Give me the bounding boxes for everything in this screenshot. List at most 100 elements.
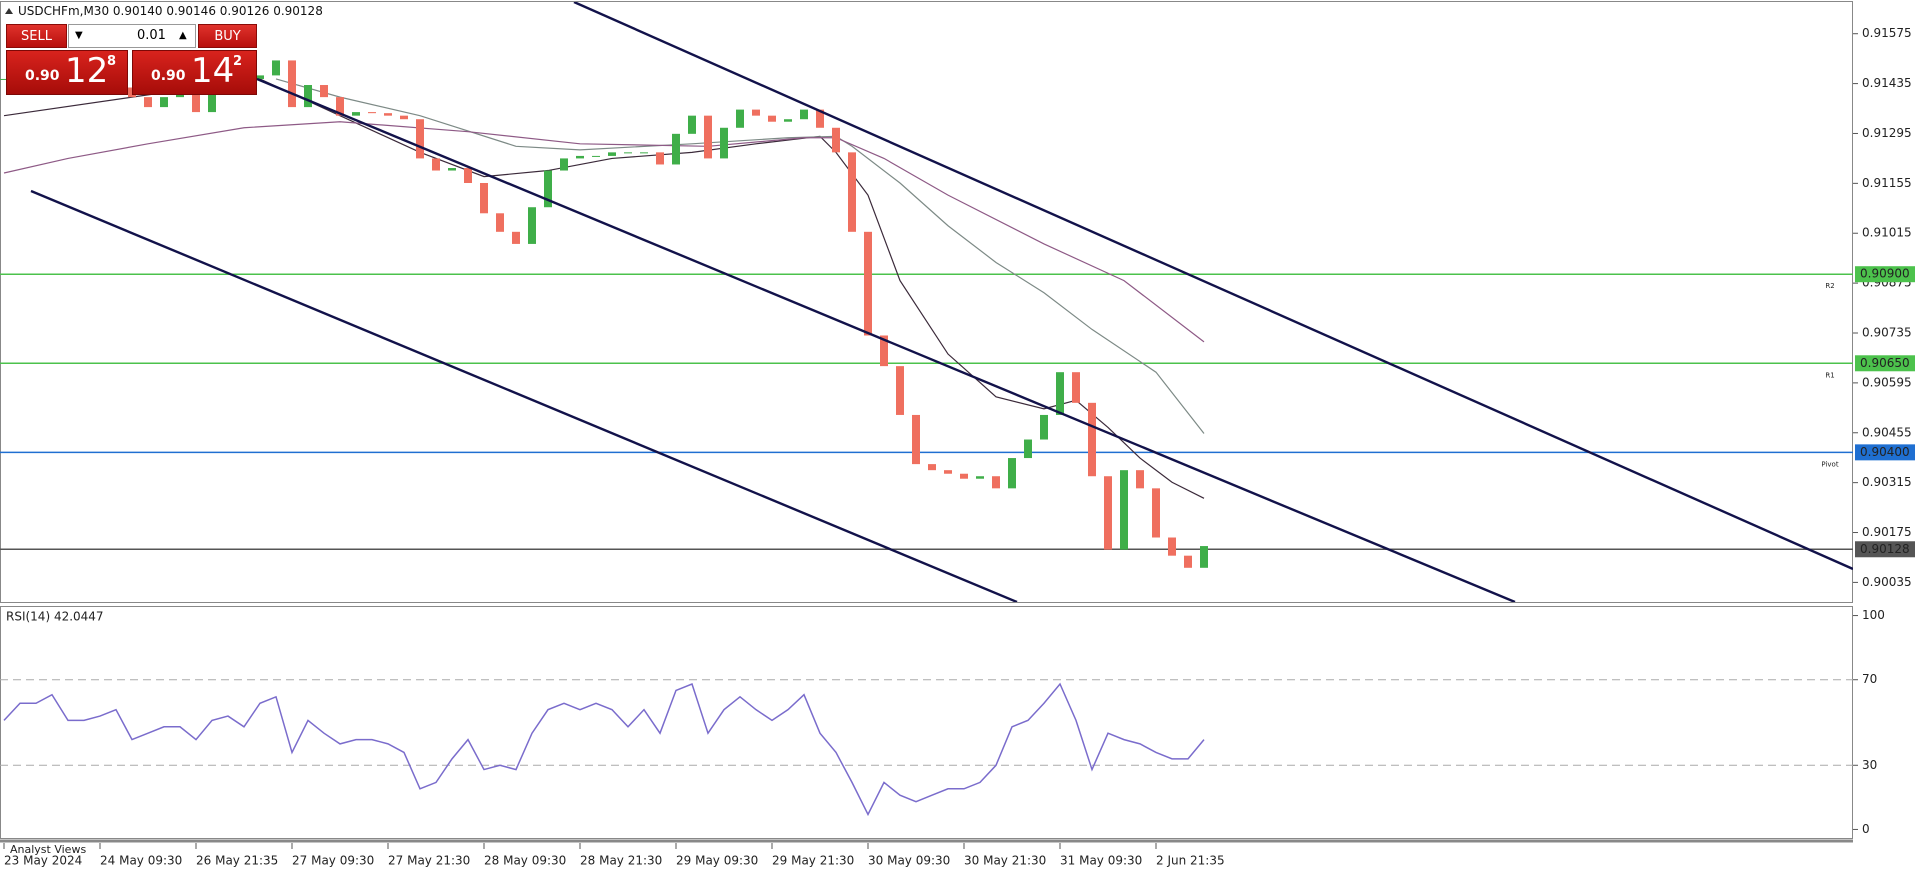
level-badge-label: 0.90128 bbox=[1860, 542, 1910, 556]
y-tick-label: 70 bbox=[1862, 672, 1877, 686]
lot-input[interactable]: ▼ 0.01 ▲ bbox=[68, 24, 196, 48]
rsi-line bbox=[3, 682, 1205, 817]
level-name: Pivot bbox=[1821, 460, 1838, 468]
x-tick-label: 28 May 09:30 bbox=[484, 854, 566, 868]
candle bbox=[448, 168, 456, 171]
candle bbox=[928, 464, 936, 471]
candle bbox=[1120, 470, 1128, 550]
candle bbox=[256, 75, 264, 79]
y-tick-label: 0.90175 bbox=[1862, 525, 1912, 539]
candle bbox=[1072, 372, 1080, 403]
candle bbox=[656, 152, 664, 165]
y-tick-label: 100 bbox=[1862, 608, 1885, 622]
trend-line bbox=[30, 189, 1018, 602]
symbol-header: USDCHFm,M30 0.90140 0.90146 0.90126 0.90… bbox=[18, 4, 323, 18]
y-tick-label: 0.90455 bbox=[1862, 425, 1912, 439]
trend-line bbox=[256, 77, 1516, 602]
y-tick-label: 0.90035 bbox=[1862, 575, 1912, 589]
candle bbox=[896, 366, 904, 415]
x-tick-label: 2 Jun 21:35 bbox=[1156, 854, 1225, 868]
candle bbox=[384, 113, 392, 116]
candle bbox=[400, 115, 408, 120]
candle bbox=[288, 60, 296, 108]
candle bbox=[544, 170, 552, 208]
candle bbox=[416, 119, 424, 159]
x-tick-label: 29 May 09:30 bbox=[676, 854, 758, 868]
price-prefix: 0.90 bbox=[151, 68, 186, 84]
price-panel bbox=[0, 1, 1853, 603]
candle bbox=[1168, 537, 1176, 556]
price-fraction: 2 bbox=[233, 54, 243, 69]
y-tick-label: 0.90735 bbox=[1862, 325, 1912, 339]
candle bbox=[432, 158, 440, 171]
level-badge bbox=[1855, 541, 1915, 558]
candle bbox=[944, 470, 952, 474]
candle bbox=[192, 91, 200, 113]
candle bbox=[1088, 402, 1096, 477]
candle bbox=[0, 78, 8, 80]
rsi-title: RSI(14) 42.0447 bbox=[6, 610, 104, 624]
x-tick-label: 26 May 21:35 bbox=[196, 854, 278, 868]
candle bbox=[736, 109, 744, 128]
candle bbox=[368, 112, 376, 114]
candle bbox=[704, 115, 712, 159]
x-tick-label: 28 May 21:30 bbox=[580, 854, 662, 868]
lot-up[interactable]: ▲ bbox=[179, 30, 187, 41]
x-tick-label: 30 May 09:30 bbox=[868, 854, 950, 868]
y-tick-label: 0.91295 bbox=[1862, 126, 1912, 140]
y-tick-label: 0.91435 bbox=[1862, 76, 1912, 90]
candle bbox=[1056, 372, 1064, 415]
candle bbox=[640, 152, 648, 154]
y-tick-label: 0.91575 bbox=[1862, 26, 1912, 40]
candle bbox=[576, 155, 584, 159]
candle bbox=[1008, 458, 1016, 489]
x-tick-label: 31 May 09:30 bbox=[1060, 854, 1142, 868]
lot-value[interactable]: 0.01 bbox=[137, 28, 166, 43]
buy-button[interactable]: BUY bbox=[198, 24, 257, 48]
sell-price[interactable]: 0.90 12 8 bbox=[6, 50, 128, 95]
trend-channel bbox=[30, 2, 1853, 602]
level-badge-label: 0.90900 bbox=[1860, 267, 1910, 281]
price-prefix: 0.90 bbox=[25, 68, 60, 84]
price-pips: 14 bbox=[191, 51, 235, 91]
trend-line bbox=[573, 2, 1853, 571]
candle bbox=[336, 97, 344, 116]
candle bbox=[1152, 488, 1160, 538]
candle bbox=[352, 112, 360, 116]
level-badge bbox=[1855, 355, 1915, 372]
candle bbox=[608, 152, 616, 156]
candle bbox=[848, 152, 856, 232]
candle bbox=[784, 119, 792, 122]
candle bbox=[720, 127, 728, 159]
candle bbox=[272, 60, 280, 76]
buy-price[interactable]: 0.90 14 2 bbox=[132, 50, 257, 95]
level-name: R2 bbox=[1825, 282, 1834, 290]
candle bbox=[912, 414, 920, 465]
x-tick-label: 29 May 21:30 bbox=[772, 854, 854, 868]
candle bbox=[1200, 546, 1208, 568]
x-tick-label: 23 May 2024 bbox=[4, 854, 82, 868]
candle bbox=[592, 155, 600, 157]
candle bbox=[800, 109, 808, 120]
lot-down[interactable]: ▼ bbox=[75, 30, 83, 41]
candle bbox=[464, 168, 472, 183]
candle bbox=[816, 109, 824, 128]
symbol-icon bbox=[5, 8, 13, 14]
candle bbox=[512, 231, 520, 244]
footer-tab[interactable]: Analyst Views bbox=[10, 843, 86, 856]
candle bbox=[496, 213, 504, 232]
price-pips: 12 bbox=[65, 51, 109, 91]
y-tick-label: 0.91015 bbox=[1862, 226, 1912, 240]
rsi-panel bbox=[0, 606, 1853, 839]
y-tick-label: 0 bbox=[1862, 822, 1870, 836]
candle bbox=[1104, 476, 1112, 550]
candle bbox=[960, 473, 968, 479]
candle bbox=[160, 97, 168, 108]
candle bbox=[752, 109, 760, 116]
y-tick-label: 0.90315 bbox=[1862, 475, 1912, 489]
level-name: R1 bbox=[1825, 371, 1834, 379]
candle bbox=[1136, 470, 1144, 489]
candle bbox=[144, 97, 152, 108]
sell-button[interactable]: SELL bbox=[6, 24, 67, 48]
